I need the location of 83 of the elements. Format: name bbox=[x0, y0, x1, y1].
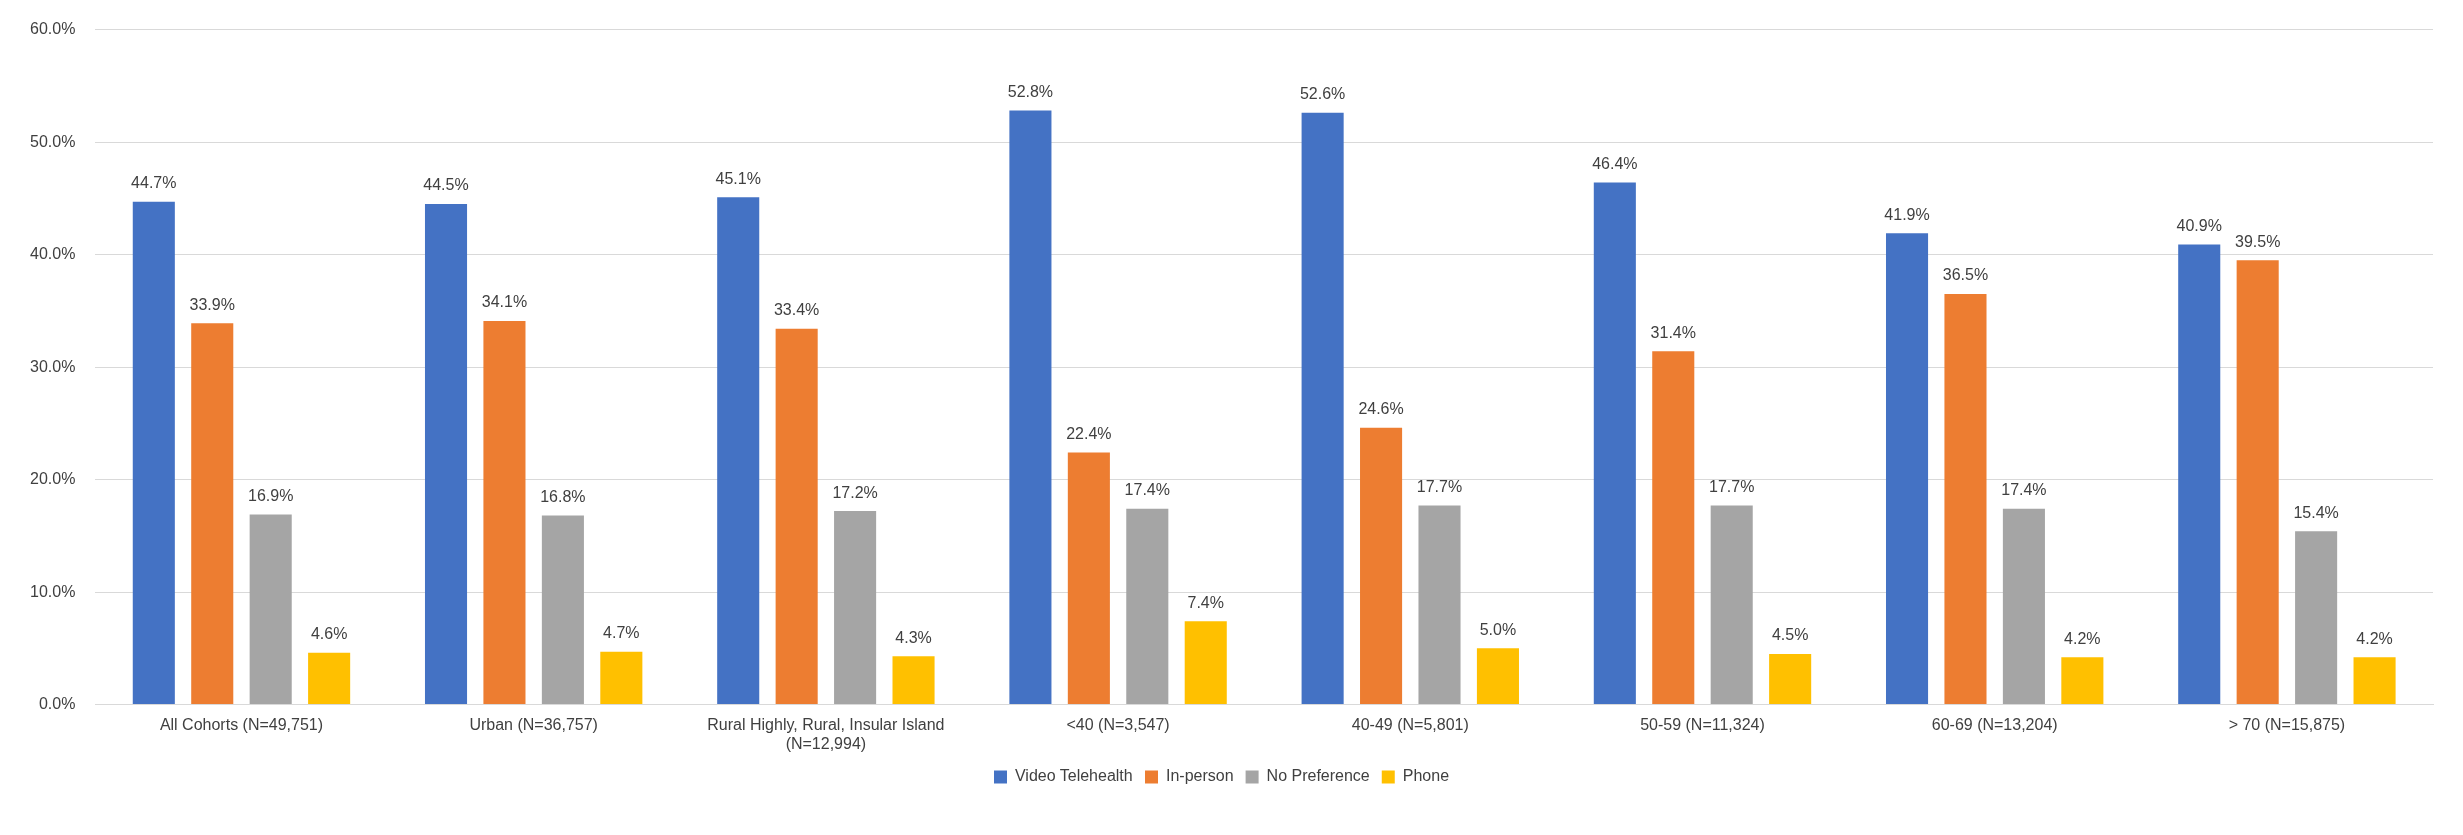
x-tick-label: 40-49 (N=5,801) bbox=[1351, 715, 1469, 733]
bar bbox=[717, 197, 760, 705]
legend-label: Video Telehealth bbox=[1014, 767, 1133, 785]
data-label: 4.3% bbox=[895, 628, 932, 646]
legend-label: In-person bbox=[1166, 767, 1234, 785]
bar bbox=[775, 328, 818, 705]
data-label: 44.7% bbox=[131, 174, 177, 192]
y-tick-label: 60.0% bbox=[29, 20, 76, 38]
bar bbox=[2236, 260, 2279, 705]
data-label: 34.1% bbox=[481, 293, 528, 311]
bar bbox=[2002, 508, 2045, 705]
bar bbox=[1360, 427, 1403, 705]
legend-label: Phone bbox=[1402, 767, 1450, 785]
bar bbox=[1301, 112, 1344, 705]
data-label: 52.6% bbox=[1299, 85, 1346, 103]
bar bbox=[132, 201, 175, 705]
bar bbox=[2295, 531, 2338, 705]
data-label: 15.4% bbox=[2293, 503, 2339, 521]
x-tick-label: Urban (N=36,757) bbox=[469, 715, 598, 733]
data-label: 44.5% bbox=[423, 176, 469, 194]
data-label: 7.4% bbox=[1187, 593, 1224, 611]
bar bbox=[1885, 233, 1929, 705]
data-label: 4.6% bbox=[310, 625, 348, 643]
bar bbox=[1418, 505, 1461, 705]
x-tick-label: All Cohorts (N=49,751) bbox=[159, 715, 324, 733]
data-label: 4.5% bbox=[1771, 626, 1809, 644]
bar bbox=[1769, 653, 1812, 705]
bar bbox=[600, 651, 643, 705]
legend-label: No Preference bbox=[1266, 767, 1370, 785]
bar bbox=[1067, 452, 1110, 705]
y-tick-label: 20.0% bbox=[29, 470, 76, 488]
data-label: 33.4% bbox=[773, 301, 820, 319]
data-label: 5.0% bbox=[1479, 620, 1517, 638]
bar bbox=[892, 656, 935, 705]
bar bbox=[308, 652, 351, 705]
data-label: 17.2% bbox=[832, 483, 878, 501]
data-label: 17.4% bbox=[1124, 481, 1170, 499]
data-label: 17.4% bbox=[2001, 481, 2047, 499]
bar bbox=[1710, 505, 1753, 705]
data-label: 39.5% bbox=[2234, 232, 2281, 250]
x-tick-label: 60-69 (N=13,204) bbox=[1931, 715, 2058, 733]
bar bbox=[424, 203, 468, 705]
data-label: 17.7% bbox=[1416, 477, 1463, 495]
bar bbox=[1184, 621, 1227, 705]
data-label: 22.4% bbox=[1066, 425, 1112, 443]
bar bbox=[1009, 110, 1052, 705]
bar bbox=[1944, 293, 1987, 705]
bar bbox=[2061, 657, 2104, 705]
y-tick-label: 40.0% bbox=[29, 245, 76, 263]
data-label: 52.8% bbox=[1007, 83, 1054, 101]
data-label: 24.6% bbox=[1358, 400, 1404, 418]
bar bbox=[1652, 351, 1695, 705]
data-label: 16.8% bbox=[540, 488, 586, 506]
bar bbox=[1593, 182, 1636, 705]
bar bbox=[249, 514, 292, 705]
bar bbox=[541, 515, 584, 705]
y-tick-label: 10.0% bbox=[29, 582, 76, 600]
data-label: 41.9% bbox=[1884, 205, 1930, 223]
data-label: 33.9% bbox=[189, 295, 235, 313]
data-label: 45.1% bbox=[715, 169, 761, 187]
data-label: 40.9% bbox=[2176, 216, 2222, 234]
bar bbox=[483, 320, 526, 705]
bar bbox=[2353, 657, 2396, 705]
x-tick-label: > 70 (N=15,875) bbox=[2228, 715, 2346, 733]
data-label: 46.4% bbox=[1592, 155, 1638, 173]
bar bbox=[1126, 508, 1169, 705]
y-tick-label: 30.0% bbox=[29, 357, 76, 375]
x-tick-label: 50-59 (N=11,324) bbox=[1640, 715, 1765, 733]
y-tick-label: 50.0% bbox=[29, 132, 76, 150]
bar bbox=[1476, 648, 1519, 705]
data-label: 17.7% bbox=[1709, 477, 1755, 495]
bar bbox=[834, 511, 877, 705]
data-label: 4.2% bbox=[2064, 629, 2101, 647]
bar bbox=[2178, 244, 2221, 705]
x-tick-label: Rural Highly, Rural, Insular Island (N=12,994) bbox=[707, 715, 945, 752]
data-label: 4.2% bbox=[2356, 629, 2393, 647]
data-label: 4.7% bbox=[603, 624, 640, 642]
bar bbox=[191, 323, 234, 705]
y-tick-label: 0.0% bbox=[38, 695, 76, 713]
x-tick-label: <40 (N=3,547) bbox=[1066, 715, 1170, 733]
data-label: 31.4% bbox=[1650, 323, 1696, 341]
data-label: 36.5% bbox=[1942, 266, 1989, 284]
data-label: 16.9% bbox=[248, 486, 294, 504]
